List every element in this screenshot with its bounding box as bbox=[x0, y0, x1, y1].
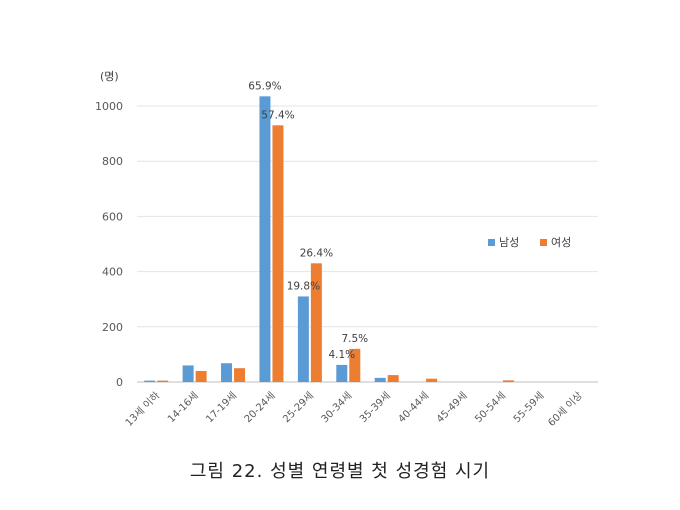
bar-male bbox=[182, 365, 194, 382]
bar-female bbox=[157, 380, 169, 382]
bars bbox=[144, 96, 514, 382]
legend-label: 남성 bbox=[499, 236, 519, 249]
y-tick-label: 0 bbox=[116, 376, 123, 389]
bar-female bbox=[426, 378, 438, 382]
bar-female bbox=[502, 380, 514, 382]
legend-label: 여성 bbox=[551, 236, 571, 249]
data-label: 19.8% bbox=[287, 280, 320, 292]
y-tick-label: 1000 bbox=[95, 100, 123, 113]
y-axis-ticks: 0 200 400 600 800 1000 bbox=[95, 100, 123, 389]
data-label: 26.4% bbox=[300, 247, 333, 259]
chart-caption: 그림 22. 성별 연령별 첫 성경험 시기 bbox=[190, 461, 490, 482]
y-tick-label: 400 bbox=[102, 266, 123, 279]
legend-swatch bbox=[540, 239, 547, 246]
bar-male bbox=[221, 363, 233, 382]
x-axis-ticks: 13세 이하 14-16세 17-19세 20-24세 25-29세 30-34세 35-3… bbox=[122, 389, 585, 429]
bar-male bbox=[374, 377, 386, 382]
x-tick-label: 60세 이상 bbox=[546, 390, 585, 429]
bar-male bbox=[259, 96, 271, 382]
y-tick-label: 200 bbox=[102, 321, 123, 334]
data-label: 7.5% bbox=[341, 333, 368, 345]
y-tick-label: 600 bbox=[102, 210, 123, 223]
gridlines bbox=[137, 105, 598, 383]
x-tick-label: 40-44세 bbox=[396, 390, 432, 426]
bar-male bbox=[144, 380, 156, 382]
bar-female bbox=[349, 348, 361, 382]
x-tick-label: 50-54세 bbox=[473, 390, 509, 426]
bar-female bbox=[195, 370, 207, 382]
legend: 남성 여성 bbox=[488, 236, 571, 249]
bar-female bbox=[272, 125, 284, 382]
x-tick-label: 14-16세 bbox=[165, 390, 201, 426]
y-tick-label: 800 bbox=[102, 155, 123, 168]
data-label: 57.4% bbox=[261, 109, 294, 121]
x-tick-label: 13세 이하 bbox=[122, 389, 162, 429]
bar-female bbox=[234, 368, 246, 382]
data-label: 4.1% bbox=[328, 349, 355, 361]
x-tick-label: 30-34세 bbox=[319, 390, 355, 426]
data-label: 65.9% bbox=[248, 80, 281, 92]
bar-male bbox=[297, 296, 309, 382]
bar-male bbox=[336, 364, 348, 382]
data-labels: 65.9% 19.8% 4.1% 57.4% 26.4% 7.5% bbox=[248, 80, 368, 361]
bar-female bbox=[310, 263, 322, 382]
x-tick-label: 20-24세 bbox=[242, 390, 278, 426]
x-tick-label: 17-19세 bbox=[204, 390, 240, 426]
x-tick-label: 45-49세 bbox=[434, 390, 470, 426]
x-tick-label: 25-29세 bbox=[280, 390, 316, 426]
x-tick-label: 55-59세 bbox=[511, 390, 547, 426]
y-axis-unit-label: (명) bbox=[100, 70, 119, 83]
legend-swatch bbox=[488, 239, 495, 246]
bar-female bbox=[387, 375, 399, 382]
x-tick-label: 35-39세 bbox=[357, 390, 393, 426]
